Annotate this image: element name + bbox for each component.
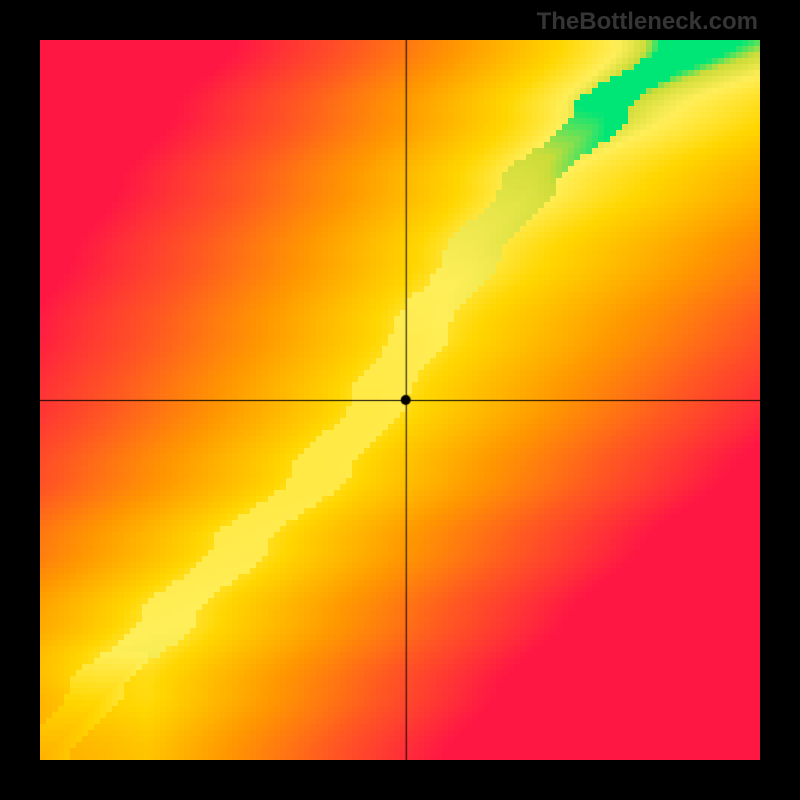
bottleneck-heatmap — [40, 40, 760, 760]
watermark-text: TheBottleneck.com — [537, 8, 758, 36]
chart-container: TheBottleneck.com — [0, 0, 800, 800]
